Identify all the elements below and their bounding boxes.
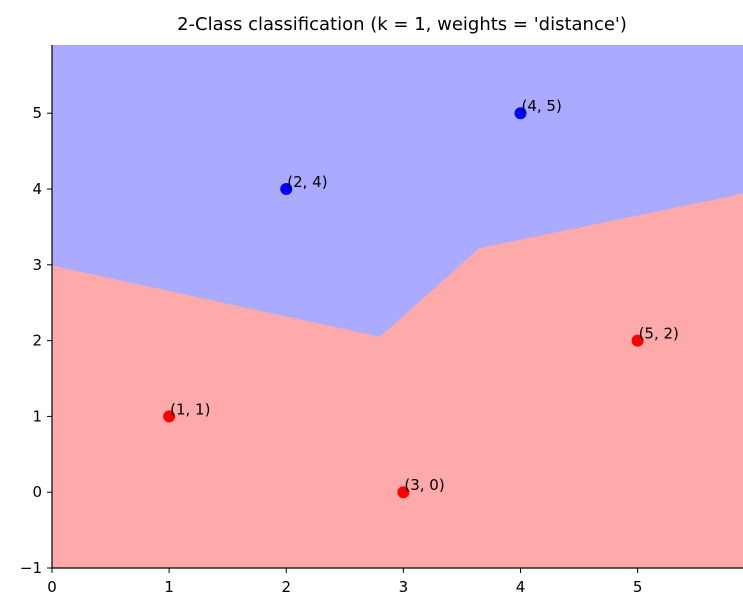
data-point-red xyxy=(397,486,410,499)
point-label: (1, 1) xyxy=(170,400,210,418)
y-tick-label: 3 xyxy=(32,256,42,274)
x-tick-label: 2 xyxy=(281,578,291,596)
data-point-blue xyxy=(514,107,527,120)
point-label: (5, 2) xyxy=(639,325,679,343)
y-tick-label: −1 xyxy=(20,559,42,577)
region-red xyxy=(52,193,743,568)
y-tick-label: 5 xyxy=(32,104,42,122)
y-tick-label: 0 xyxy=(32,483,42,501)
data-point-blue xyxy=(280,183,293,196)
chart-title: 2-Class classification (k = 1, weights =… xyxy=(177,14,627,35)
point-label: (2, 4) xyxy=(287,173,327,191)
point-label: (3, 0) xyxy=(404,476,444,494)
y-tick-label: 2 xyxy=(32,332,42,350)
plot-area: 0 1 2 3 4 5 −1 0 1 2 3 4 5 (1, 1) (3, 0) (5, 2) (2, 4) (4… xyxy=(20,45,743,596)
data-point-red xyxy=(631,334,644,347)
y-tick-label: 4 xyxy=(32,180,42,198)
y-tick-label: 1 xyxy=(32,407,42,425)
x-tick-label: 4 xyxy=(516,578,526,596)
x-tick-label: 1 xyxy=(164,578,174,596)
x-tick-label: 3 xyxy=(399,578,409,596)
x-tick-label: 5 xyxy=(633,578,643,596)
data-point-red xyxy=(163,410,176,423)
point-label: (4, 5) xyxy=(521,97,561,115)
x-tick-label: 0 xyxy=(47,578,57,596)
